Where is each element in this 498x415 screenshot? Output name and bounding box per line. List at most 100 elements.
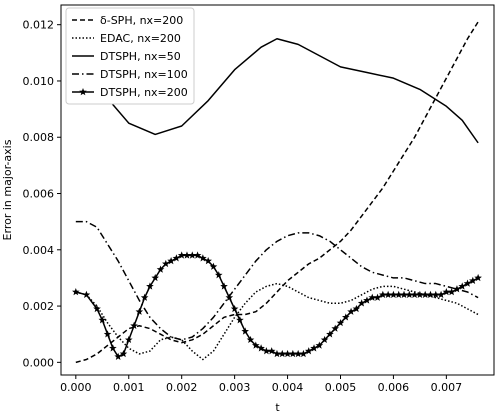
data-point-star xyxy=(98,316,107,324)
legend-label-2: DTSPH, nx=50 xyxy=(100,50,181,63)
data-point-star xyxy=(341,313,350,321)
data-point-star xyxy=(426,290,435,299)
series-line-4 xyxy=(75,254,479,358)
data-point-star xyxy=(474,273,482,282)
data-point-star xyxy=(294,349,302,358)
y-tick-label: 0.012 xyxy=(23,19,55,32)
data-point-star xyxy=(135,307,144,315)
data-point-star xyxy=(72,288,80,296)
x-tick-label: 0.001 xyxy=(113,381,145,394)
legend-star-marker xyxy=(79,88,87,96)
data-point-star xyxy=(373,293,382,301)
y-tick-label: 0.002 xyxy=(23,300,55,313)
data-point-star xyxy=(257,344,265,352)
y-tick-label: 0.010 xyxy=(23,75,55,88)
data-point-star xyxy=(267,347,276,355)
data-point-star xyxy=(283,349,292,358)
data-point-star xyxy=(225,293,234,301)
series-line-2 xyxy=(75,38,479,144)
x-axis-label: t xyxy=(275,401,280,414)
data-point-star xyxy=(109,344,117,352)
data-point-star xyxy=(93,304,101,313)
legend-label-1: EDAC, nx=200 xyxy=(100,32,181,45)
data-point-star xyxy=(230,304,239,313)
data-point-star xyxy=(236,316,244,324)
x-tick-label: 0.002 xyxy=(166,381,198,394)
data-point-star xyxy=(326,330,334,338)
data-point-star xyxy=(437,290,445,299)
data-point-star xyxy=(410,290,419,299)
data-point-star xyxy=(405,290,414,299)
data-point-star xyxy=(368,293,377,301)
data-point-star xyxy=(336,318,345,327)
x-axis: 0.000 0.001 0.002 0.003 0.004 0.005 0.006 0.007 xyxy=(60,375,462,394)
data-point-star xyxy=(273,349,281,358)
data-point-star xyxy=(394,290,403,299)
data-point-star xyxy=(289,349,297,358)
data-point-star xyxy=(103,330,112,338)
data-point-star xyxy=(331,324,339,332)
x-tick-label: 0.003 xyxy=(219,381,251,394)
data-point-star xyxy=(431,290,440,299)
y-tick-label: 0.000 xyxy=(23,356,55,369)
y-tick-label: 0.006 xyxy=(23,188,55,201)
legend-label-3: DTSPH, nx=100 xyxy=(100,68,188,81)
y-axis: 0.000 0.002 0.004 0.006 0.008 0.010 0.012 xyxy=(23,19,61,369)
data-point-star xyxy=(162,259,170,268)
data-point-star xyxy=(347,307,355,315)
y-tick-label: 0.004 xyxy=(23,244,55,257)
data-point-star xyxy=(251,341,260,349)
data-point-star xyxy=(379,290,387,299)
data-point-star xyxy=(453,285,461,293)
data-point-star xyxy=(214,271,223,279)
data-point-star xyxy=(304,347,313,355)
data-point-star xyxy=(416,290,424,299)
data-point-star xyxy=(400,290,408,299)
data-point-star xyxy=(310,344,318,352)
data-point-star xyxy=(246,335,255,344)
data-point-star xyxy=(82,290,91,299)
legend-box xyxy=(65,7,195,105)
data-point-star xyxy=(130,321,138,329)
data-point-star xyxy=(209,262,218,270)
plot-layer xyxy=(72,21,482,364)
x-tick-label: 0.006 xyxy=(378,381,410,394)
data-point-star xyxy=(447,288,456,296)
data-point-star xyxy=(188,251,197,259)
x-tick-label: 0.004 xyxy=(272,381,304,394)
data-point-star xyxy=(299,349,308,358)
data-point-star xyxy=(320,335,329,344)
legend: δ-SPH, nx=200 EDAC, nx=200 DTSPH, nx=50 DTS… xyxy=(65,7,195,105)
data-point-star xyxy=(384,290,392,299)
data-point-star xyxy=(204,257,212,265)
data-point-star xyxy=(389,290,398,299)
data-point-star xyxy=(278,349,287,358)
data-point-star xyxy=(357,299,366,307)
data-point-star xyxy=(463,279,472,287)
data-point-star xyxy=(199,254,207,262)
series-line-0 xyxy=(75,21,479,364)
data-point-star xyxy=(442,288,451,296)
data-point-star xyxy=(140,293,149,301)
legend-label-4: DTSPH, nx=200 xyxy=(100,86,188,99)
data-point-star xyxy=(458,282,467,290)
data-point-star xyxy=(352,304,361,313)
data-point-star xyxy=(469,276,477,284)
data-point-star xyxy=(114,352,122,360)
x-tick-label: 0.005 xyxy=(325,381,357,394)
series-line-3 xyxy=(75,220,479,341)
data-point-star xyxy=(124,335,133,344)
y-tick-label: 0.008 xyxy=(23,131,55,144)
data-point-star xyxy=(172,254,181,262)
data-point-star xyxy=(421,290,429,299)
data-point-star xyxy=(220,282,228,290)
data-point-star xyxy=(156,265,165,273)
series-line-1 xyxy=(75,282,479,361)
x-tick-label: 0.000 xyxy=(60,381,92,394)
data-point-star xyxy=(167,257,175,265)
x-tick-label: 0.007 xyxy=(431,381,463,394)
data-point-star xyxy=(315,341,324,349)
plot-frame xyxy=(60,4,495,376)
y-axis-label: Error in major-axis xyxy=(1,139,14,240)
